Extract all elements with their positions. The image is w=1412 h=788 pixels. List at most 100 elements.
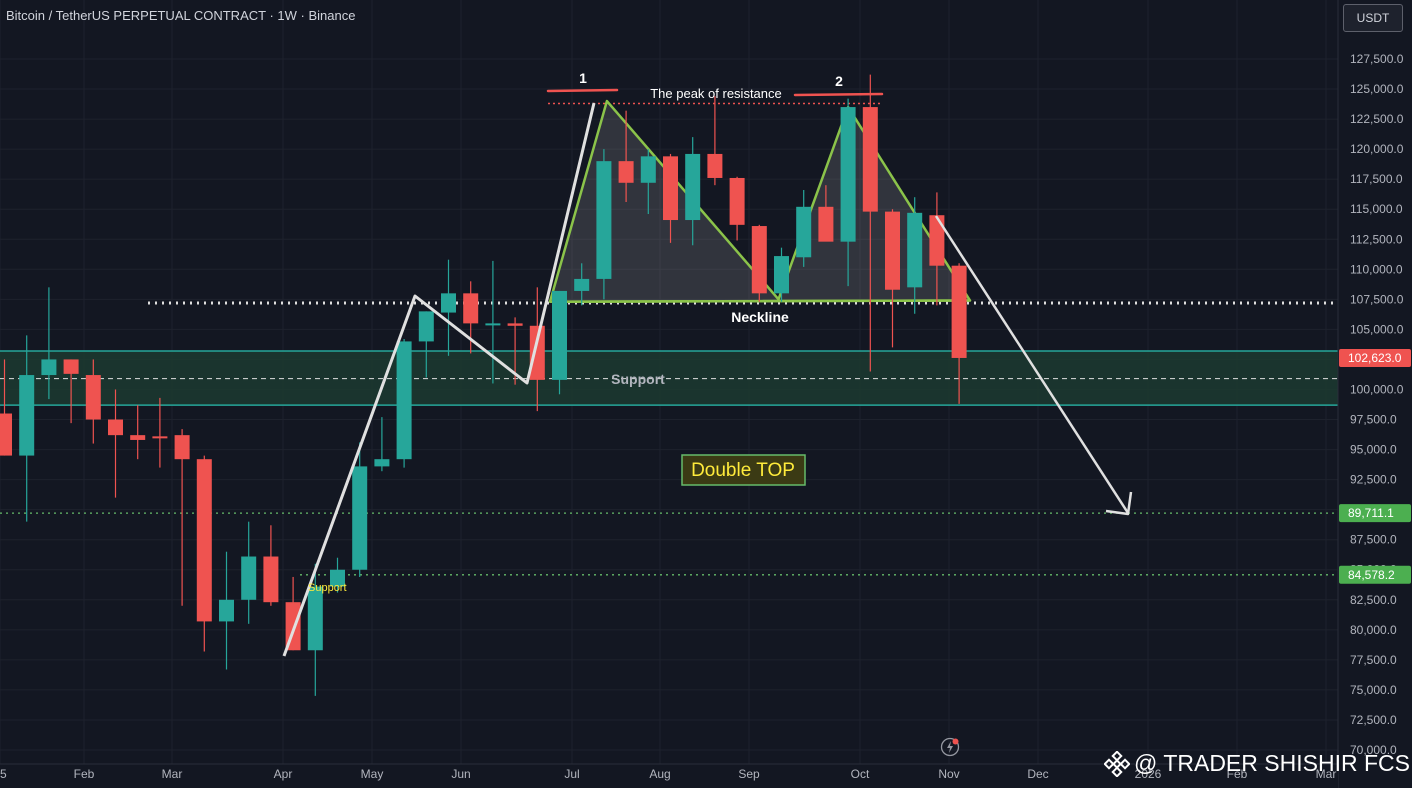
price-tick: 77,500.0 <box>1350 653 1397 667</box>
candle <box>529 287 545 412</box>
candle-body <box>907 212 923 288</box>
candle <box>485 260 501 384</box>
candle <box>307 563 323 696</box>
neckline-label: Neckline <box>731 309 789 325</box>
candle <box>751 224 767 302</box>
binance-logo-icon <box>1104 750 1130 777</box>
time-tick: Mar <box>162 767 183 781</box>
time-tick: 2026 <box>1135 767 1162 781</box>
candle-body <box>418 311 434 342</box>
price-tick: 100,000.0 <box>1350 382 1404 396</box>
candle-body <box>663 156 678 221</box>
peak2-marker <box>793 92 884 97</box>
price-tick: 97,500.0 <box>1350 413 1397 427</box>
price-tick: 125,000.0 <box>1350 82 1404 96</box>
time-tick: Apr <box>274 767 293 781</box>
candle <box>862 74 878 372</box>
price-label: 89,711.1 <box>1348 506 1394 520</box>
candle <box>707 96 723 186</box>
candle <box>152 397 168 468</box>
candle-body <box>241 556 257 600</box>
lightning-icon[interactable] <box>940 737 960 757</box>
candle-body <box>507 323 523 326</box>
candle <box>263 525 279 606</box>
candle-body <box>352 466 368 570</box>
peak1-marker <box>546 88 619 93</box>
candle-body <box>529 325 545 380</box>
candle-body <box>596 161 612 279</box>
candle <box>596 149 612 300</box>
candle-body <box>174 435 190 460</box>
resistance-label: The peak of resistance <box>650 86 782 101</box>
candle-body <box>330 569 345 587</box>
low-support-label: Support <box>308 582 347 594</box>
price-label-box <box>1339 504 1411 523</box>
candle <box>951 263 967 404</box>
candle <box>174 429 190 606</box>
candle <box>108 389 123 498</box>
price-tick: 72,500.0 <box>1350 713 1397 727</box>
zigzag-path <box>282 102 596 657</box>
time-tick: Nov <box>938 767 959 781</box>
candle-body <box>441 293 456 313</box>
time-tick: 25 <box>0 767 7 781</box>
candle-body <box>862 107 878 212</box>
price-label-box <box>1339 565 1411 584</box>
candle-body <box>152 436 168 439</box>
price-tick: 82,500.0 <box>1350 593 1397 607</box>
candle <box>130 405 146 460</box>
price-tick: 112,500.0 <box>1350 232 1403 246</box>
candle-body <box>685 153 701 221</box>
projection-arrow-head <box>1105 491 1133 516</box>
time-tick: Feb <box>74 767 95 781</box>
price-tick: 122,500.0 <box>1350 112 1404 126</box>
candle-body <box>108 419 123 436</box>
time-tick: Jul <box>564 767 579 781</box>
candle-body <box>840 107 856 242</box>
candle-body <box>307 586 323 651</box>
candle-body <box>929 215 945 266</box>
candle-body <box>796 206 812 258</box>
support-zone-rect <box>0 351 1338 406</box>
candle-body <box>640 156 656 183</box>
candle <box>840 98 856 287</box>
price-tick: 115,000.0 <box>1350 202 1403 216</box>
time-tick: Dec <box>1027 767 1048 781</box>
time-tick: Aug <box>649 767 670 781</box>
support-zone-label: Support <box>611 371 665 387</box>
price-tick: 120,000.0 <box>1350 142 1404 156</box>
watermark-text: @ TRADER SHISHIR FCS <box>1134 750 1410 776</box>
price-tick: 107,500.0 <box>1350 292 1404 306</box>
pattern-label-box <box>681 454 806 486</box>
price-tick: 75,000.0 <box>1350 683 1397 697</box>
candle <box>663 153 678 243</box>
candle <box>574 263 590 306</box>
candle-body <box>85 375 101 420</box>
time-tick: May <box>361 767 384 781</box>
candle-body <box>374 459 390 467</box>
currency-button[interactable]: USDT <box>1343 4 1403 32</box>
time-tick: Sep <box>738 767 760 781</box>
price-label: 102,623.0 <box>1348 351 1402 365</box>
price-tick: 127,500.0 <box>1350 52 1404 66</box>
candle <box>907 197 923 314</box>
candle <box>196 455 212 652</box>
candle-body <box>485 323 501 326</box>
candle <box>219 551 234 670</box>
support-zone <box>0 350 1338 406</box>
candle <box>241 521 257 624</box>
candle <box>463 281 479 354</box>
candle-body <box>729 177 745 225</box>
candle <box>85 359 101 444</box>
time-tick: Jun <box>451 767 470 781</box>
candle <box>0 359 12 456</box>
candle <box>41 287 57 400</box>
candle-body <box>574 278 590 291</box>
candle-body <box>951 265 967 358</box>
candle-body <box>396 341 412 460</box>
candle-body <box>19 375 35 456</box>
candle <box>774 247 789 302</box>
candle-body <box>463 293 479 324</box>
candle <box>729 176 745 241</box>
